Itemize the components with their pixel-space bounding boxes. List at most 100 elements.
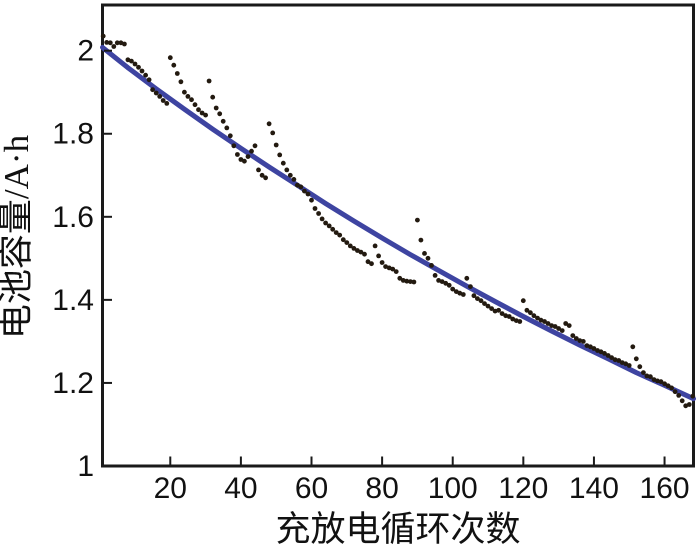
scatter-point	[605, 353, 611, 358]
scatter-point	[266, 121, 272, 127]
scatter-point	[235, 152, 240, 157]
scatter-point	[114, 40, 120, 46]
scatter-point	[637, 364, 643, 370]
scatter-point	[690, 393, 696, 399]
scatter-point	[552, 324, 558, 329]
scatter-point	[580, 339, 586, 344]
scatter-point	[284, 167, 290, 173]
scatter-point	[411, 279, 417, 285]
scatter-point	[340, 237, 346, 243]
scatter-point	[478, 298, 484, 304]
scatter-point	[139, 68, 145, 74]
scatter-point	[107, 40, 113, 46]
scatter-point	[429, 263, 434, 268]
scatter-point	[309, 197, 314, 203]
scatter-point	[249, 148, 254, 154]
scatter-point	[563, 321, 569, 326]
scatter-layer	[100, 33, 696, 409]
scatter-point	[323, 220, 328, 226]
scatter-point	[573, 336, 579, 341]
scatter-point	[227, 133, 233, 139]
scatter-point	[287, 172, 293, 178]
scatter-point	[633, 356, 639, 362]
plot-frame	[101, 3, 695, 468]
scatter-point	[496, 307, 501, 313]
scatter-point	[542, 319, 547, 324]
scatter-point	[122, 41, 127, 47]
scatter-point	[312, 206, 318, 211]
y-tick-label: 1	[77, 450, 94, 483]
scatter-point	[316, 211, 321, 216]
scatter-point	[358, 249, 364, 255]
scatter-point	[132, 61, 138, 67]
scatter-point	[365, 259, 371, 265]
scatter-point	[432, 273, 438, 278]
scatter-point	[669, 385, 674, 391]
scatter-point	[570, 333, 576, 338]
scatter-point	[559, 328, 565, 333]
scatter-point	[531, 313, 537, 319]
scatter-point	[676, 393, 682, 398]
scatter-point	[683, 403, 689, 409]
scatter-point	[270, 130, 276, 136]
scatter-point	[337, 232, 343, 238]
scatter-point	[520, 298, 526, 304]
scatter-point	[489, 306, 494, 311]
scatter-point	[499, 311, 505, 316]
y-tick-label: 1.4	[52, 284, 94, 317]
scatter-point	[347, 243, 353, 249]
scatter-point	[351, 246, 357, 251]
scatter-point	[305, 191, 311, 197]
scatter-point	[217, 111, 223, 117]
scatter-point	[178, 79, 184, 85]
scatter-point	[326, 223, 332, 229]
scatter-point	[319, 216, 325, 222]
scatter-point	[556, 326, 561, 331]
x-tick-label: 60	[295, 472, 328, 505]
scatter-point	[344, 240, 350, 246]
tick-label-layer: 20 40 60 80 100 120 140 160 1 1.2 1.4 1.6 1.8 2	[52, 35, 689, 505]
scatter-point	[242, 158, 247, 164]
scatter-point	[464, 275, 470, 281]
scatter-point	[658, 379, 664, 385]
scatter-point	[171, 62, 177, 68]
scatter-point	[535, 315, 540, 321]
scatter-point	[566, 323, 572, 328]
scatter-point	[129, 58, 134, 64]
scatter-point	[415, 217, 420, 223]
scatter-point	[376, 253, 381, 259]
scatter-point	[468, 284, 473, 289]
y-tick-label: 1.6	[52, 201, 94, 234]
scatter-point	[210, 94, 216, 100]
scatter-point	[379, 260, 385, 265]
scatter-point	[273, 142, 279, 148]
scatter-point	[206, 78, 212, 84]
x-tick-label: 100	[428, 472, 478, 505]
scatter-point	[362, 251, 367, 257]
scatter-point	[662, 381, 667, 387]
scatter-point	[443, 280, 449, 286]
scatter-point	[146, 77, 152, 83]
scatter-point	[482, 301, 487, 306]
scatter-point	[641, 370, 646, 375]
scatter-point	[160, 98, 166, 103]
scatter-point	[245, 154, 251, 160]
scatter-point	[545, 321, 551, 326]
y-axis-label: 电池容量/A·h	[0, 134, 36, 339]
y-tick-label: 2	[77, 35, 94, 68]
scatter-point	[143, 72, 149, 78]
scatter-point	[648, 374, 653, 380]
scatter-point	[471, 293, 477, 299]
x-tick-label: 160	[640, 472, 690, 505]
scatter-point	[510, 316, 516, 322]
scatter-point	[153, 90, 159, 96]
scatter-point	[280, 160, 286, 166]
x-tick-label: 20	[154, 472, 187, 505]
scatter-point	[372, 243, 378, 249]
x-tick-label: 80	[365, 472, 398, 505]
scatter-point	[291, 177, 297, 182]
scatter-point	[506, 314, 512, 319]
scatter-point	[185, 94, 191, 99]
